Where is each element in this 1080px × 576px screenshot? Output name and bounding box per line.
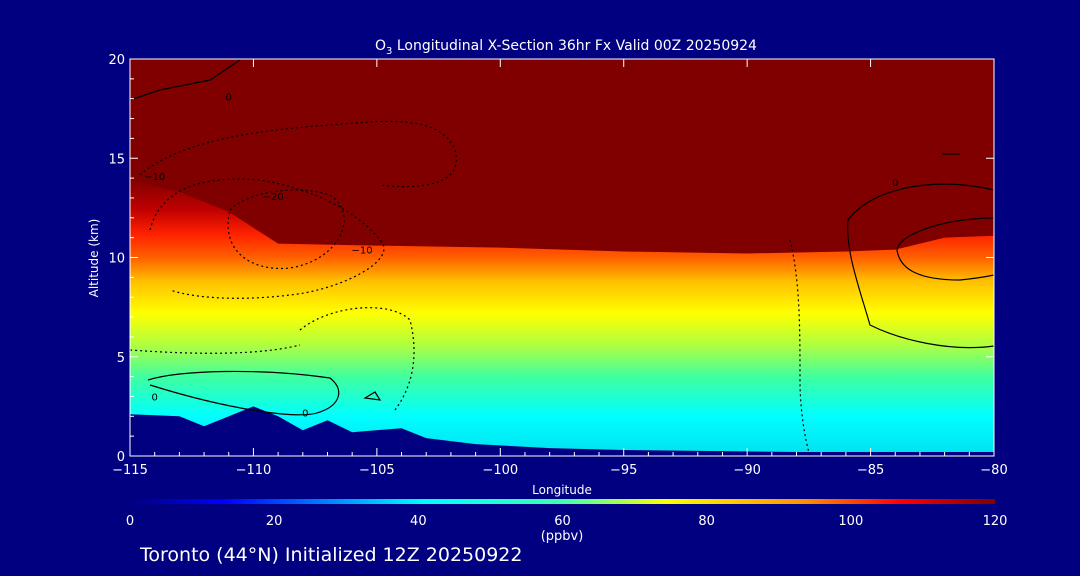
contour-label: −20 bbox=[263, 192, 284, 203]
contour-dotted-right bbox=[789, 239, 811, 456]
contour-solid-low-left bbox=[147, 370, 340, 416]
chart-title: O3 Longitudinal X-Section 36hr Fx Valid … bbox=[375, 38, 757, 57]
contour-solid-right-outer bbox=[847, 183, 994, 349]
colorbar-tick-label: 80 bbox=[698, 514, 715, 529]
y-tick-label: 15 bbox=[108, 152, 125, 167]
x-tick-label: −100 bbox=[482, 463, 518, 478]
x-axis: −115 −110 −105 −100 −95 −90 −85 −80 bbox=[112, 59, 1008, 478]
colorbar-tick-label: 40 bbox=[410, 514, 427, 529]
y-tick-label: 10 bbox=[108, 252, 125, 267]
contour-label: 0 bbox=[226, 93, 232, 104]
contour-label: 0 bbox=[302, 408, 308, 419]
contour-solid-small bbox=[363, 391, 382, 401]
contour-label: 0 bbox=[892, 178, 898, 189]
contour-solid-upper-left bbox=[130, 59, 241, 101]
plot-area: 0 −10 −20 −10 0 0 0 bbox=[130, 59, 994, 456]
y-tick-label: 0 bbox=[117, 450, 125, 465]
y-axis: 0 5 10 15 20 bbox=[108, 53, 994, 465]
contour-labels: 0 −10 −20 −10 0 0 0 bbox=[144, 93, 898, 420]
x-tick-label: −80 bbox=[980, 463, 1007, 478]
colorbar-tick-label: 100 bbox=[838, 514, 863, 529]
x-tick-label: −105 bbox=[359, 463, 395, 478]
contour-dotted-low bbox=[130, 344, 301, 354]
colorbar bbox=[130, 499, 995, 504]
contour-solid-right-inner bbox=[896, 217, 994, 281]
colorbar-unit: (ppbv) bbox=[541, 529, 584, 544]
ozone-field-stratosphere bbox=[130, 59, 994, 254]
contour-dotted-mid bbox=[299, 307, 415, 411]
contour-dotted-inner bbox=[227, 189, 345, 270]
terrain-mask bbox=[130, 406, 994, 456]
x-tick-label: −95 bbox=[610, 463, 637, 478]
contour-dotted-upper bbox=[139, 120, 457, 188]
colorbar-ticks: 0 20 40 60 80 100 120 bbox=[126, 514, 1008, 529]
contour-label: 0 bbox=[151, 392, 157, 403]
contour-lines bbox=[130, 59, 994, 456]
contour-label: −10 bbox=[351, 246, 372, 257]
x-axis-label: Longitude bbox=[532, 483, 592, 497]
colorbar-tick-label: 120 bbox=[983, 514, 1008, 529]
footer-initialized-label: Toronto (44°N) Initialized 12Z 20250922 bbox=[139, 544, 523, 566]
x-tick-label: −85 bbox=[857, 463, 884, 478]
x-tick-label: −115 bbox=[112, 463, 148, 478]
colorbar-tick-label: 60 bbox=[554, 514, 571, 529]
colorbar-tick-label: 20 bbox=[266, 514, 283, 529]
y-tick-label: 20 bbox=[108, 53, 125, 68]
contour-label: −10 bbox=[144, 172, 165, 183]
y-axis-label: Altitude (km) bbox=[87, 219, 101, 298]
x-tick-label: −90 bbox=[733, 463, 760, 478]
x-tick-label: −110 bbox=[236, 463, 272, 478]
colorbar-tick-label: 0 bbox=[126, 514, 134, 529]
y-tick-label: 5 bbox=[117, 351, 125, 366]
